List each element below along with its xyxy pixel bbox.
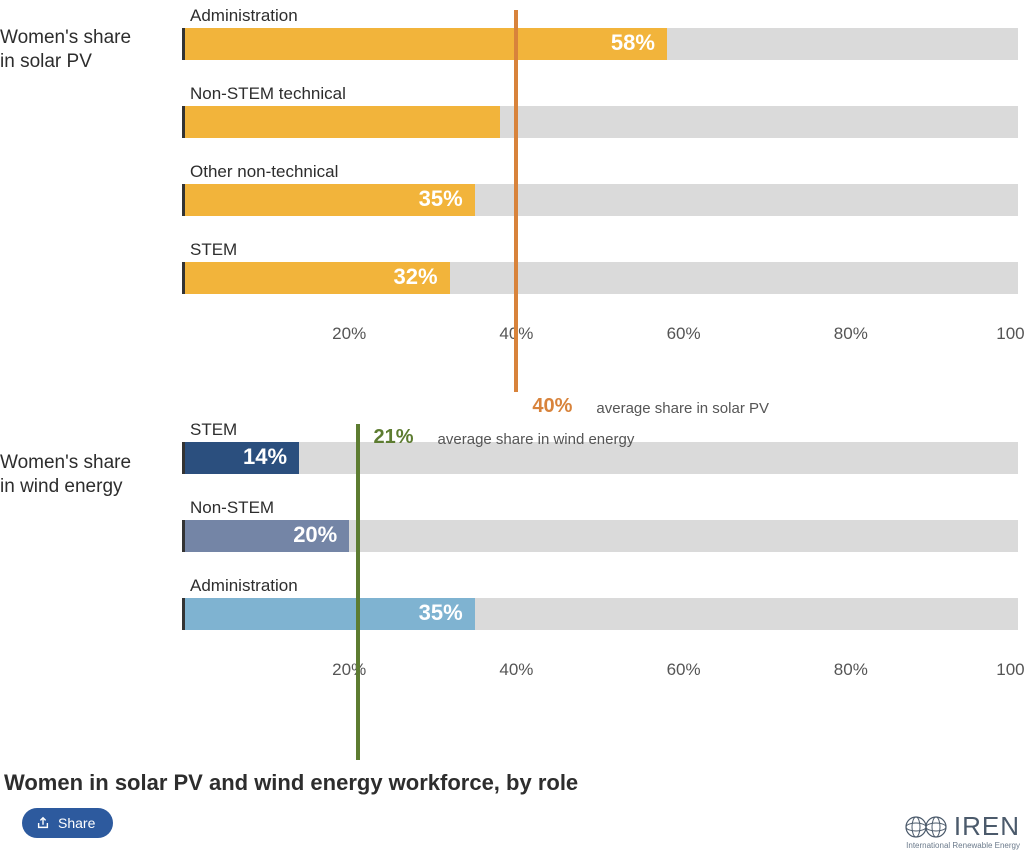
average-sub-label: average share in wind energy	[438, 431, 635, 448]
bar-category-label: Administration	[190, 6, 298, 26]
chart-area: Women's share in solar PV Women's share …	[0, 0, 1024, 770]
share-icon	[36, 816, 50, 830]
bar-category-label: STEM	[190, 240, 237, 260]
bar-origin-tick	[182, 106, 185, 138]
bar-category-label: Administration	[190, 576, 298, 596]
group-label-wind: Women's share in wind energy	[0, 451, 131, 499]
axis-tick-label: 60%	[667, 660, 701, 680]
bar-origin-tick	[182, 262, 185, 294]
bar-origin-tick	[182, 442, 185, 474]
axis-tick-label: 20%	[332, 324, 366, 344]
bar-value-label: 35%	[419, 600, 463, 626]
axis-tick-label: 60%	[667, 324, 701, 344]
plot-solar: Administration58% Non-STEM technical Other…	[182, 10, 1018, 352]
bar-category-label: Non-STEM	[190, 498, 274, 518]
bar-row: Non-STEM technical	[182, 88, 1018, 138]
bar-row: Administration58%	[182, 10, 1018, 60]
bar-fill	[182, 106, 500, 138]
axis-tick-label: 100%	[996, 324, 1024, 344]
axis-tick-label: 100%	[996, 660, 1024, 680]
logo-subtext: International Renewable Energy	[906, 841, 1020, 850]
share-button-label: Share	[58, 815, 95, 831]
text: in wind energy	[0, 475, 131, 499]
bar-row: Non-STEM20%	[182, 502, 1018, 552]
bar-row: Administration35%	[182, 580, 1018, 630]
bar-fill	[182, 28, 667, 60]
average-value-label: 21%	[374, 426, 414, 449]
average-line	[514, 10, 518, 392]
bar-value-label: 20%	[293, 522, 337, 548]
bar-value-label: 32%	[394, 264, 438, 290]
x-axis: 20%40%60%80%100%	[182, 658, 1018, 688]
bar-row: Other non-technical35%	[182, 166, 1018, 216]
average-value-label: 40%	[532, 395, 572, 418]
logo-text: IREN	[954, 811, 1020, 842]
bar-value-label: 35%	[419, 186, 463, 212]
bar-origin-tick	[182, 184, 185, 216]
bar-category-label: Other non-technical	[190, 162, 338, 182]
axis-tick-label: 80%	[834, 324, 868, 344]
bar-value-label: 14%	[243, 444, 287, 470]
bar-origin-tick	[182, 598, 185, 630]
text: Women's share	[0, 451, 131, 475]
axis-tick-label: 20%	[332, 660, 366, 680]
text: Women's share	[0, 26, 131, 50]
axis-tick-label: 40%	[499, 660, 533, 680]
bar-category-label: Non-STEM technical	[190, 84, 346, 104]
irena-logo: IREN	[904, 811, 1020, 842]
chart-title: Women in solar PV and wind energy workfo…	[4, 770, 578, 796]
bar-row: STEM32%	[182, 244, 1018, 294]
share-button[interactable]: Share	[22, 808, 113, 838]
plot-wind: STEM14%Non-STEM20%Administration35%20%40…	[182, 424, 1018, 688]
bar-origin-tick	[182, 520, 185, 552]
average-sub-label: average share in solar PV	[596, 400, 769, 417]
bar-category-label: STEM	[190, 420, 237, 440]
average-line	[356, 424, 360, 760]
globe-icon	[904, 814, 948, 840]
x-axis: 20%40%60%80%100%	[182, 322, 1018, 352]
bar-value-label: 58%	[611, 30, 655, 56]
group-label-solar: Women's share in solar PV	[0, 26, 131, 74]
bar-origin-tick	[182, 28, 185, 60]
axis-tick-label: 80%	[834, 660, 868, 680]
text: in solar PV	[0, 50, 131, 74]
